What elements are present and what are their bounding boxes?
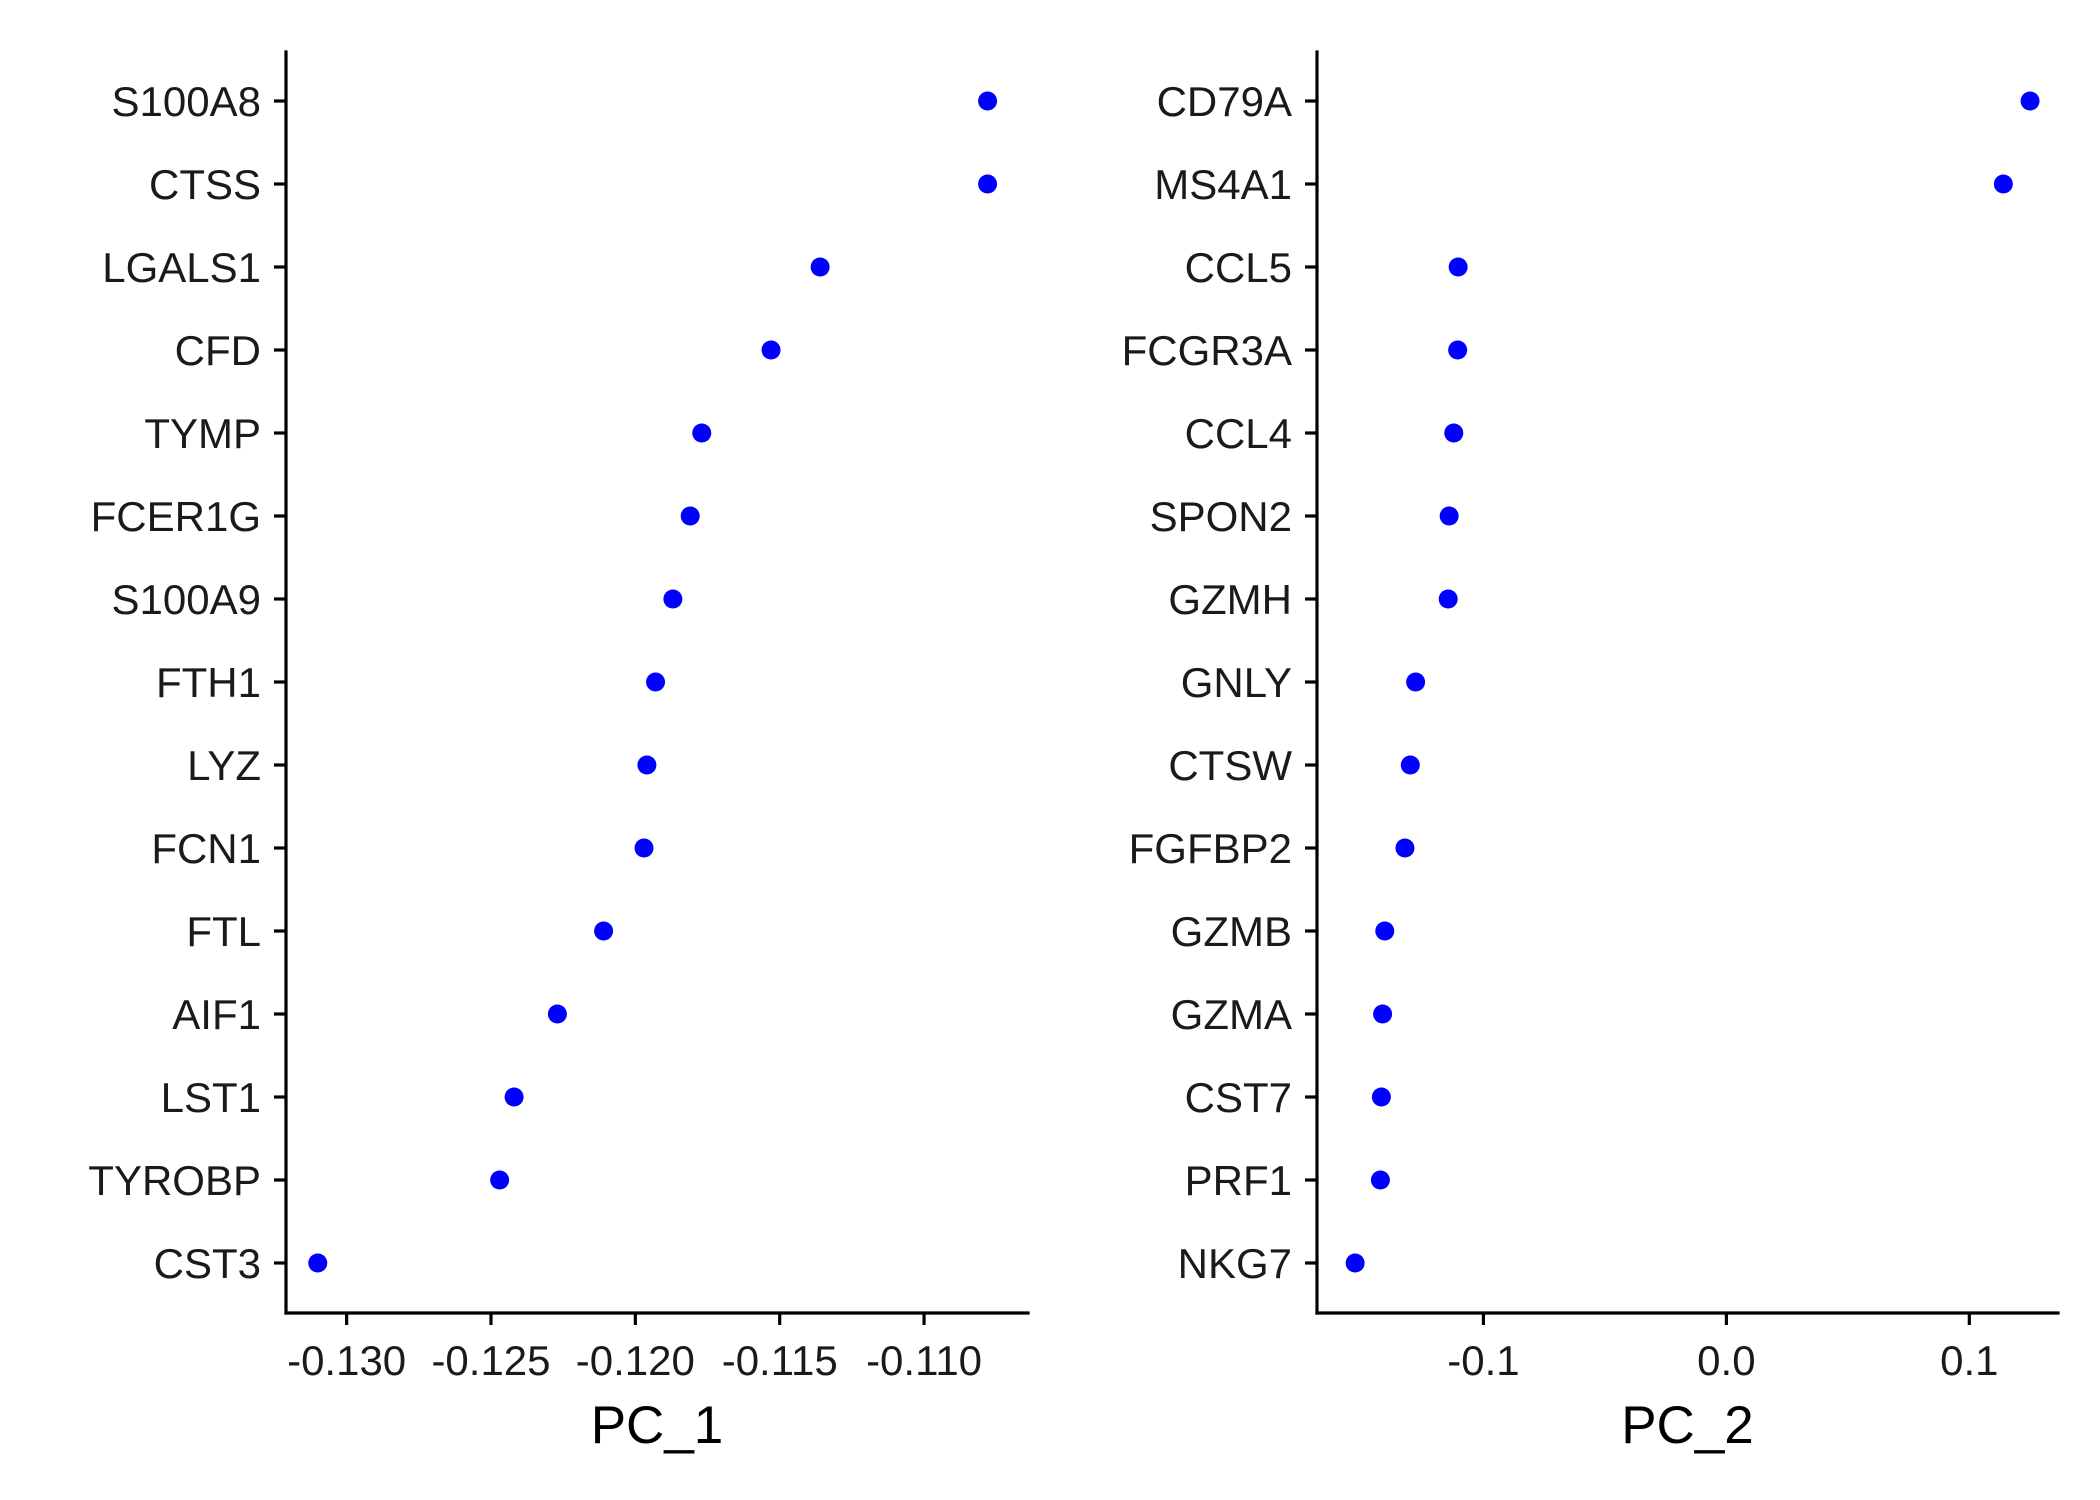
gene-label: CCL5 [1185, 244, 1292, 291]
gene-label: CTSW [1168, 742, 1292, 789]
gene-label: TYMP [144, 410, 261, 457]
panel-pc1: S100A8 CTSS LGALS1 CFD TYMP FCER1G S100A9 FTH1 L… [88, 50, 1030, 1455]
data-point [1448, 257, 1468, 277]
gene-label: MS4A1 [1154, 161, 1292, 208]
data-point [810, 257, 830, 277]
x-tick-label: -0.120 [576, 1337, 695, 1384]
data-point [1373, 1004, 1393, 1024]
data-point [1375, 921, 1395, 941]
data-point [1438, 589, 1458, 609]
data-point [504, 1087, 524, 1107]
data-point [680, 506, 700, 526]
data-point [1448, 340, 1468, 360]
data-point [1371, 1087, 1391, 1107]
gene-label: CFD [175, 327, 261, 374]
data-point [634, 838, 654, 858]
data-point [1400, 755, 1420, 775]
gene-label: CD79A [1157, 78, 1292, 125]
gene-label: CTSS [149, 161, 261, 208]
gene-label: FTH1 [156, 659, 261, 706]
gene-label: FCGR3A [1122, 327, 1292, 374]
data-point [646, 672, 666, 692]
x-tick-label: -0.110 [866, 1337, 982, 1384]
gene-label: LST1 [161, 1074, 261, 1121]
gene-label: CST3 [154, 1240, 261, 1287]
gene-label: FCER1G [91, 493, 261, 540]
gene-label: GZMH [1168, 576, 1292, 623]
gene-label: TYROBP [88, 1157, 261, 1204]
data-point [692, 423, 712, 443]
gene-label: AIF1 [172, 991, 261, 1038]
data-point [1345, 1253, 1365, 1273]
data-point [547, 1004, 567, 1024]
gene-label: NKG7 [1178, 1240, 1292, 1287]
gene-label: S100A8 [112, 78, 261, 125]
data-point [761, 340, 781, 360]
gene-label: GZMB [1171, 908, 1292, 955]
gene-label: CCL4 [1185, 410, 1292, 457]
data-point [1439, 506, 1459, 526]
gene-label: GZMA [1171, 991, 1292, 1038]
gene-label: SPON2 [1150, 493, 1292, 540]
data-point [2020, 91, 2040, 111]
gene-label: LGALS1 [102, 244, 261, 291]
gene-label: FTL [186, 908, 261, 955]
x-axis-title: PC_2 [1621, 1396, 1754, 1455]
x-tick-label: -0.130 [287, 1337, 406, 1384]
data-point [1395, 838, 1415, 858]
x-tick-label: 0.1 [1940, 1337, 1998, 1384]
data-point [490, 1170, 510, 1190]
data-point [308, 1253, 328, 1273]
gene-label: CST7 [1185, 1074, 1292, 1121]
data-point [978, 91, 998, 111]
data-point [663, 589, 683, 609]
x-tick-label: -0.125 [431, 1337, 550, 1384]
data-point [1444, 423, 1464, 443]
x-tick-label: -0.1 [1447, 1337, 1519, 1384]
gene-label: FGFBP2 [1129, 825, 1292, 872]
x-axis-title: PC_1 [591, 1396, 724, 1455]
x-tick-label: 0.0 [1697, 1337, 1755, 1384]
data-point [594, 921, 614, 941]
data-point [1406, 672, 1426, 692]
gene-label: PRF1 [1185, 1157, 1292, 1204]
gene-label: S100A9 [112, 576, 261, 623]
data-point [1370, 1170, 1390, 1190]
gene-label: LYZ [187, 742, 261, 789]
panel-pc2: CD79A MS4A1 CCL5 FCGR3A CCL4 SPON2 GZMH GNLY CTS… [1122, 50, 2060, 1455]
data-point [637, 755, 657, 775]
gene-label: FCN1 [151, 825, 261, 872]
data-point [1993, 174, 2013, 194]
gene-label: GNLY [1181, 659, 1292, 706]
data-point [978, 174, 998, 194]
x-tick-label: -0.115 [722, 1337, 838, 1384]
